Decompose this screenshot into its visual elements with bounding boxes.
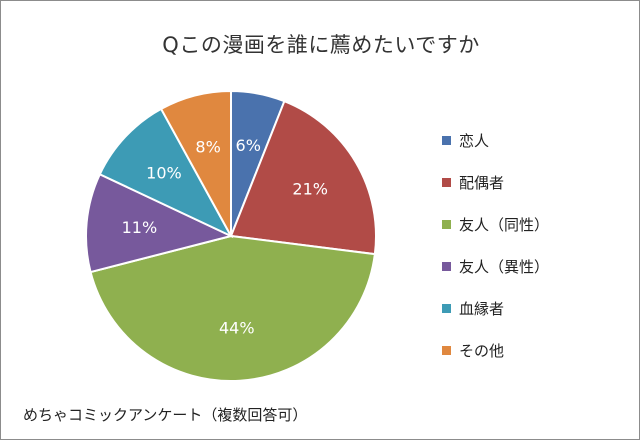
pie-slice	[89, 234, 376, 382]
legend-swatch	[442, 345, 451, 355]
legend-label: 友人（異性）	[459, 257, 550, 276]
pie-slice	[229, 99, 377, 256]
legend-swatch	[442, 303, 451, 313]
slice-data-label: 11%	[122, 218, 158, 237]
legend: 恋人配偶者友人（同性） 友人（異性） 血縁者その他	[442, 119, 549, 371]
slice-data-label: 6%	[236, 136, 261, 155]
source-note: めちゃコミックアンケート（複数回答可）	[23, 406, 308, 424]
legend-item: 友人（異性）	[442, 245, 549, 287]
legend-item: 友人（同性）	[442, 203, 549, 245]
legend-item: その他	[442, 329, 549, 371]
legend-swatch	[442, 261, 451, 271]
slice-data-label: 10%	[146, 164, 182, 183]
legend-swatch	[442, 135, 451, 145]
legend-label: 友人（同性）	[459, 215, 550, 234]
slice-data-label: 21%	[292, 180, 328, 199]
legend-item: 血縁者	[442, 287, 549, 329]
legend-item: 恋人	[442, 119, 549, 161]
chart-title: Qこの漫画を誰に薦めたいですか	[162, 33, 480, 57]
legend-swatch	[442, 177, 451, 187]
legend-label: 血縁者	[459, 299, 505, 318]
slice-data-label: 44%	[219, 318, 255, 337]
legend-item: 配偶者	[442, 161, 549, 203]
pie-slice	[85, 172, 234, 274]
pie-slice	[159, 89, 232, 237]
legend-label: その他	[459, 341, 505, 360]
legend-label: 恋人	[459, 131, 490, 150]
legend-label: 配偶者	[459, 173, 505, 192]
slice-data-label: 8%	[195, 137, 220, 156]
pie-slice	[98, 107, 234, 239]
legend-swatch	[442, 219, 451, 229]
